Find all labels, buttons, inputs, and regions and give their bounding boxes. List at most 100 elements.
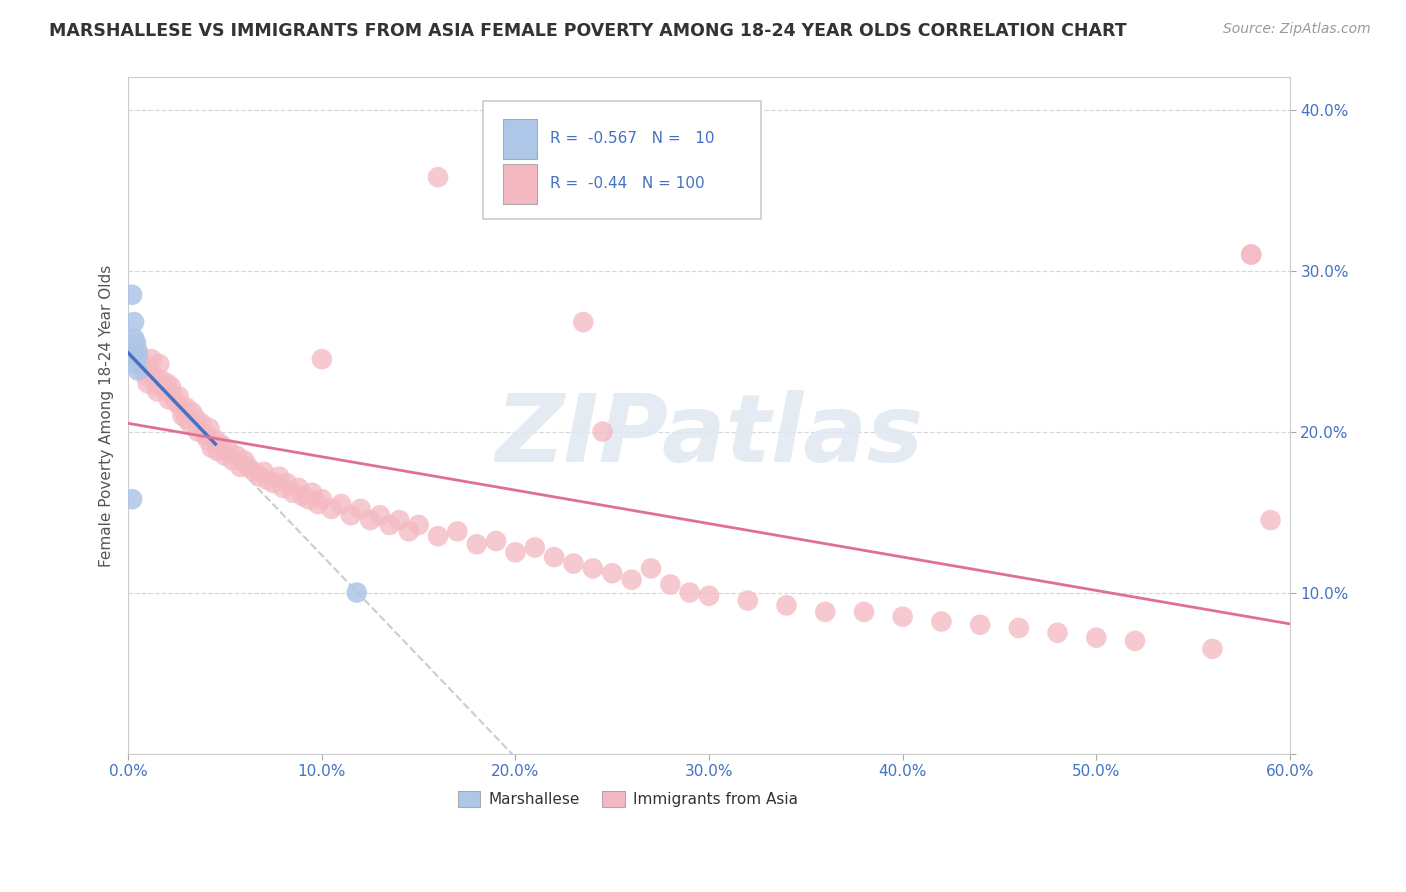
Point (620, 573, 643, 587)
Point (121, 492, 143, 507)
Point (891, 609, 914, 624)
Point (697, 589, 720, 603)
Point (146, 384, 169, 399)
Point (127, 363, 149, 377)
Point (349, 501, 371, 516)
Point (297, 492, 319, 507)
Point (311, 492, 333, 507)
Point (121, 341, 143, 355)
Point (148, 357, 170, 371)
Point (1201, 641, 1223, 656)
Point (194, 427, 217, 442)
Point (169, 401, 191, 415)
Point (311, 352, 333, 367)
Point (291, 489, 314, 503)
Point (125, 357, 148, 371)
Point (592, 425, 614, 439)
Point (184, 411, 207, 425)
Point (222, 453, 245, 467)
Text: R =  -0.567   N =   10: R = -0.567 N = 10 (550, 131, 714, 145)
Point (368, 508, 391, 523)
Point (271, 481, 294, 495)
Point (640, 561, 662, 575)
Point (1085, 631, 1108, 645)
Point (378, 517, 401, 532)
Point (281, 485, 304, 500)
Point (204, 433, 226, 447)
Point (128, 352, 150, 367)
Point (307, 497, 329, 511)
Point (505, 545, 527, 559)
Point (600, 566, 623, 581)
Point (125, 336, 148, 351)
Point (125, 347, 148, 361)
Point (200, 441, 222, 455)
Point (187, 425, 209, 439)
Point (301, 485, 323, 500)
Point (136, 360, 159, 375)
Point (1008, 621, 1031, 635)
Point (176, 411, 198, 425)
Point (162, 389, 184, 403)
Point (427, 529, 450, 543)
Point (127, 347, 149, 361)
Point (969, 617, 991, 632)
Point (427, 170, 450, 185)
Point (243, 465, 266, 479)
Point (1240, 247, 1263, 261)
Point (1260, 513, 1282, 527)
Point (852, 605, 875, 619)
Point (157, 392, 180, 407)
Point (198, 421, 221, 435)
Point (679, 585, 702, 599)
Legend: Marshallese, Immigrants from Asia: Marshallese, Immigrants from Asia (451, 785, 804, 814)
Text: ZIPatlas: ZIPatlas (495, 390, 924, 482)
Point (166, 395, 188, 409)
Point (465, 537, 488, 551)
Point (287, 481, 309, 495)
FancyBboxPatch shape (503, 164, 537, 204)
Point (446, 524, 468, 539)
Point (142, 368, 165, 383)
Point (135, 368, 157, 383)
Point (150, 373, 173, 387)
Point (218, 443, 240, 458)
Y-axis label: Female Poverty Among 18-24 Year Olds: Female Poverty Among 18-24 Year Olds (100, 264, 114, 566)
Point (207, 443, 229, 458)
Point (775, 599, 797, 613)
Point (167, 389, 190, 403)
Point (253, 465, 276, 479)
Point (122, 347, 145, 361)
Point (131, 357, 153, 371)
Point (156, 376, 179, 391)
Point (931, 615, 953, 629)
Point (238, 460, 260, 475)
Text: Source: ZipAtlas.com: Source: ZipAtlas.com (1223, 22, 1371, 37)
Point (276, 476, 298, 491)
Point (156, 384, 179, 399)
Point (737, 593, 759, 607)
Point (321, 501, 343, 516)
Text: MARSHALLESE VS IMMIGRANTS FROM ASIA FEMALE POVERTY AMONG 18-24 YEAR OLDS CORRELA: MARSHALLESE VS IMMIGRANTS FROM ASIA FEMA… (49, 22, 1126, 40)
Point (330, 497, 353, 511)
Point (814, 605, 837, 619)
FancyBboxPatch shape (503, 119, 537, 159)
Point (122, 331, 145, 345)
Point (256, 473, 278, 487)
Point (121, 287, 143, 301)
Point (572, 315, 595, 329)
Point (209, 437, 232, 451)
Point (127, 344, 149, 359)
Point (233, 453, 256, 467)
Point (359, 513, 381, 527)
Point (172, 409, 194, 423)
Point (408, 517, 430, 532)
Point (659, 577, 682, 591)
Point (249, 469, 271, 483)
Point (152, 379, 174, 393)
Point (122, 315, 145, 329)
Point (141, 352, 163, 367)
Point (1046, 625, 1069, 640)
Point (191, 417, 214, 431)
Point (146, 379, 169, 393)
